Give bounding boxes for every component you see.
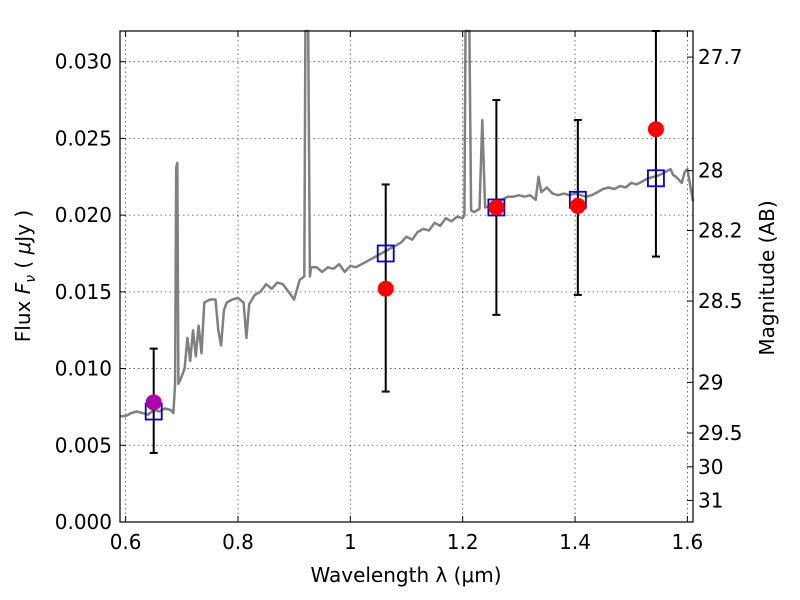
x-tick-label: 1.2: [447, 530, 479, 554]
y-axis-label-open: (: [11, 254, 35, 275]
x-tick-label: 1.6: [671, 530, 703, 554]
y-axis-label-mu: μ: [11, 242, 35, 256]
y-axis-label-f: F: [11, 282, 35, 294]
x-tick-label: 0.8: [222, 530, 254, 554]
mag-tick-label: 28.5: [698, 289, 743, 313]
mag-tick-label: 28.2: [698, 218, 743, 242]
observed-circle-marker: [377, 280, 394, 297]
y-axis-label-flux: Flux: [11, 294, 35, 342]
mag-tick-label: 29: [698, 370, 723, 394]
y-tick-label: 0.020: [55, 203, 112, 227]
spectrum-line: [120, 29, 695, 418]
mag-tick-label: 31: [698, 489, 723, 513]
mag-tick-label: 30: [698, 455, 723, 479]
x-tick-label: 1: [344, 530, 357, 554]
spectrum-series: [120, 29, 695, 418]
errorbars: [149, 30, 660, 454]
mag-tick-label: 27.7: [698, 45, 743, 69]
y-axis-label-unit: Jy ): [11, 210, 35, 244]
y-tick-label: 0.030: [55, 50, 112, 74]
y-tick-label: 0.005: [55, 433, 112, 457]
y-tick-label: 0.015: [55, 280, 112, 304]
x-tick-label: 1.4: [559, 530, 591, 554]
optical-circle-marker: [145, 394, 162, 411]
model-square-marker: [647, 169, 665, 188]
observed-circle-marker: [569, 197, 586, 214]
mag-tick-label: 28: [698, 159, 723, 183]
data-markers: [144, 121, 665, 421]
y-axis-label-nu: ν: [23, 275, 39, 283]
observed-circle-marker: [647, 121, 664, 138]
mag-tick-label: 29.5: [698, 421, 743, 445]
model-square-marker: [376, 244, 395, 263]
plot-frame: [119, 30, 694, 523]
y-axis-right-label: Magnitude (AB): [755, 200, 779, 355]
grid: [120, 31, 693, 523]
x-tick-label: 0.6: [110, 530, 142, 554]
x-axis-label: Wavelength λ (μm): [310, 563, 501, 587]
y-tick-label: 0.025: [55, 126, 112, 150]
observed-circle-marker: [488, 199, 505, 216]
y-tick-label: 0.000: [55, 510, 112, 534]
y-axis-label: Flux Fν ( μJy ): [11, 210, 39, 342]
y-tick-label: 0.010: [55, 357, 112, 381]
axes-ticks: 0.6 0.8 1 1.2 1.4 1.6 0.000 0.005 0.010 0.015 0.02…: [55, 31, 743, 554]
